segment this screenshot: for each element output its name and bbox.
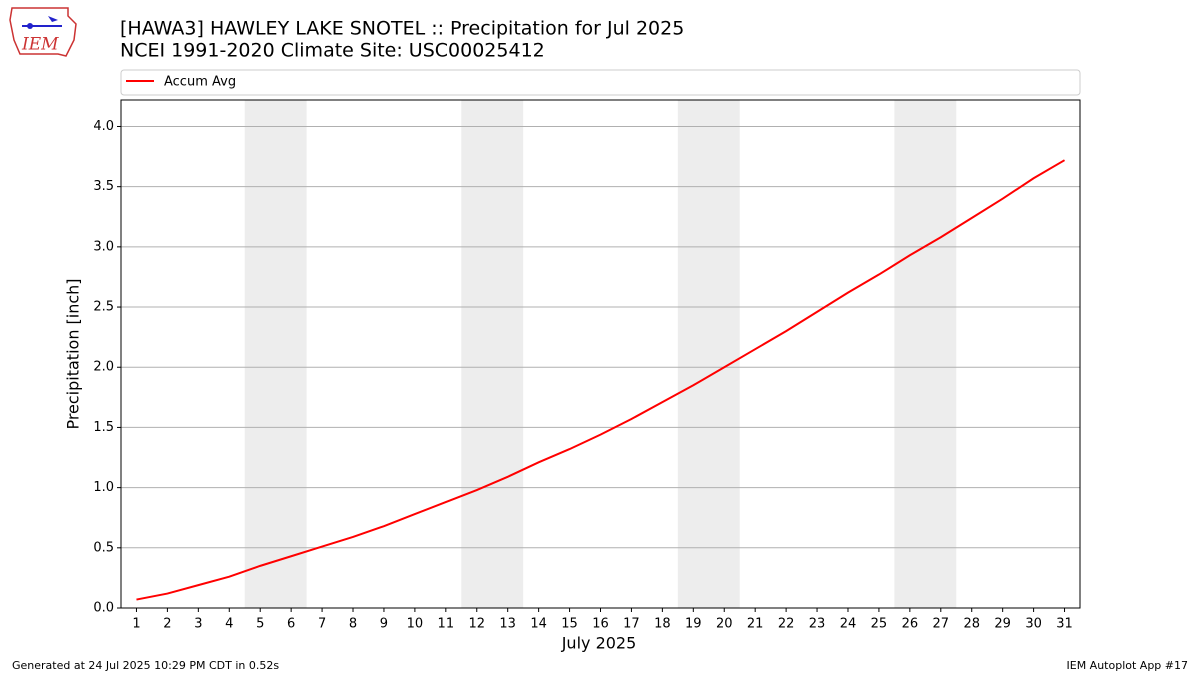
y-axis-label: Precipitation [inch] [64, 278, 83, 429]
chart-subtitle: NCEI 1991-2020 Climate Site: USC00025412 [120, 40, 545, 62]
y-tick-label: 0.0 [93, 601, 114, 616]
y-tick-label: 4.0 [93, 119, 114, 134]
plot-layer: 0.00.51.01.52.02.53.03.54.01 2 3 4 5 6 7 8 9 10 11… [93, 69, 1081, 632]
legend-label: Accum Avg [164, 75, 236, 90]
weekend-shading [894, 100, 957, 608]
x-tick-label: 18 [654, 617, 671, 632]
logo: IEM [9, 7, 77, 57]
x-tick-label: 20 [716, 617, 733, 632]
x-tick-label: 31 [1056, 617, 1073, 632]
line-series [136, 159, 1066, 601]
x-tick-label: 30 [1025, 617, 1042, 632]
x-tick-label: 15 [561, 617, 578, 632]
x-tick-label: 10 [407, 617, 424, 632]
x-tick-label: 7 [318, 617, 326, 632]
x-axis-label: July 2025 [561, 634, 637, 653]
x-tick-label: 22 [778, 617, 795, 632]
y-tick-label: 2.5 [93, 300, 114, 315]
x-tick-label: 2 [163, 617, 171, 632]
weekend-shading [677, 100, 740, 608]
x-tick-label: 19 [685, 617, 702, 632]
x-tick-label: 21 [747, 617, 764, 632]
y-tick-label: 2.0 [93, 360, 114, 375]
logo-text: IEM [21, 35, 59, 55]
x-tick-label: 25 [871, 617, 888, 632]
x-tick-label: 5 [256, 617, 264, 632]
footer-right: IEM Autoplot App #17 [1067, 659, 1189, 672]
x-tick-label: 6 [287, 617, 295, 632]
x-tick-label: 16 [592, 617, 609, 632]
weekend-shading [244, 100, 307, 608]
x-tick-label: 3 [194, 617, 202, 632]
x-tick-label: 12 [468, 617, 485, 632]
x-tick-label: 1 [132, 617, 140, 632]
legend-box [120, 69, 1081, 96]
x-tick-label: 27 [933, 617, 950, 632]
x-tick-label: 23 [809, 617, 826, 632]
x-tick-label: 28 [963, 617, 980, 632]
footer-left: Generated at 24 Jul 2025 10:29 PM CDT in… [12, 659, 279, 672]
x-tick-label: 29 [994, 617, 1011, 632]
y-tick-label: 1.5 [93, 420, 114, 435]
plot-frame [120, 99, 1081, 609]
x-tick-label: 14 [530, 617, 547, 632]
y-tick-label: 0.5 [93, 540, 114, 555]
x-tick-label: 8 [349, 617, 357, 632]
y-tick-label: 3.5 [93, 179, 114, 194]
x-tick-label: 4 [225, 617, 233, 632]
x-tick-label: 24 [840, 617, 857, 632]
y-tick-label: 3.0 [93, 239, 114, 254]
x-tick-label: 9 [380, 617, 388, 632]
x-tick-label: 13 [499, 617, 516, 632]
weekend-shading [461, 100, 524, 608]
x-tick-label: 11 [438, 617, 455, 632]
x-tick-label: 26 [902, 617, 919, 632]
x-tick-label: 17 [623, 617, 640, 632]
chart-title: [HAWA3] HAWLEY LAKE SNOTEL :: Precipitat… [120, 18, 684, 40]
y-tick-label: 1.0 [93, 480, 114, 495]
